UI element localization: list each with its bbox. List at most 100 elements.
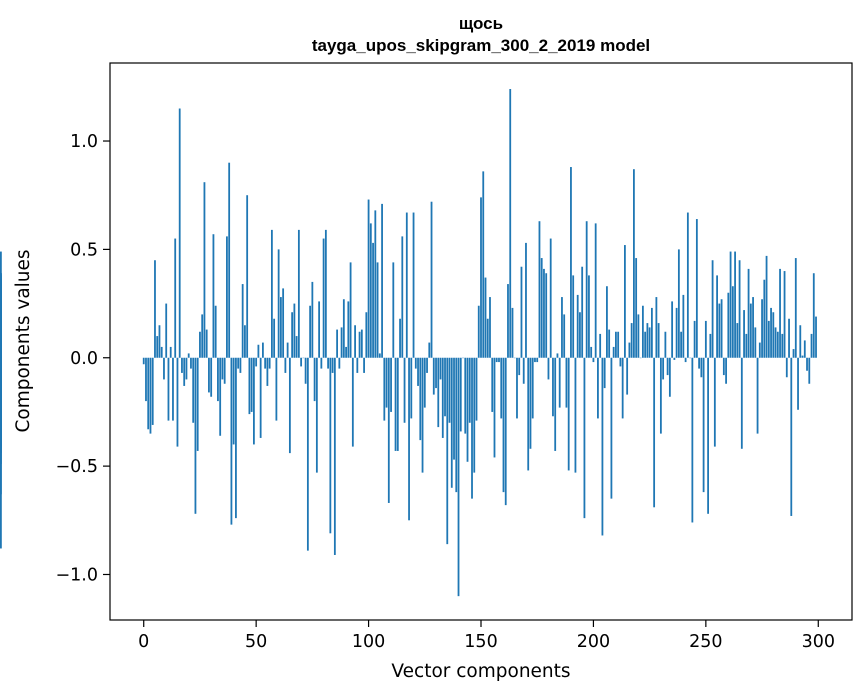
x-axis-ticks: 0 50 100 150 200 250 300 — [138, 620, 835, 652]
bar-21 — [190, 357, 192, 369]
bar-45 — [244, 325, 246, 358]
bar-146 — [471, 357, 473, 499]
bar-192 — [574, 357, 577, 473]
bar-38 — [228, 162, 231, 358]
y-axis-label: Components values — [13, 249, 34, 432]
bar-119 — [410, 357, 413, 419]
bar-102 — [372, 242, 374, 358]
bar-181 — [549, 238, 552, 358]
bar-140 — [457, 357, 460, 597]
bar-291 — [797, 357, 799, 410]
bar-131 — [437, 357, 440, 428]
bar-87 — [338, 357, 341, 369]
bar-274 — [758, 342, 761, 358]
bar-43 — [239, 357, 242, 373]
bar-263 — [734, 251, 736, 358]
bar-225 — [648, 327, 651, 358]
bar-252 — [709, 333, 712, 358]
bar-83 — [329, 357, 332, 534]
bar-34 — [219, 357, 222, 436]
bar-114 — [399, 318, 401, 358]
bar-112 — [394, 357, 397, 451]
bar-172 — [529, 357, 532, 449]
bar-273 — [756, 357, 759, 434]
bar-136 — [448, 357, 451, 423]
bar-86 — [336, 329, 338, 358]
bar-256 — [718, 303, 721, 358]
bar-97 — [360, 329, 363, 358]
bar-292 — [799, 325, 802, 358]
bar-195 — [581, 266, 584, 358]
bar-198 — [588, 275, 590, 358]
bar-157 — [495, 357, 498, 363]
bar-undefined — [0, 357, 2, 549]
bar-59 — [275, 357, 278, 421]
bar-220 — [637, 314, 640, 358]
bar-151 — [482, 171, 485, 358]
bar-288 — [790, 357, 793, 516]
bar-127 — [428, 342, 431, 358]
bar-96 — [358, 331, 361, 358]
bar-222 — [641, 305, 644, 358]
bar-81 — [324, 229, 327, 358]
bar-124 — [421, 357, 424, 473]
bar-268 — [745, 333, 748, 358]
bar-234 — [668, 357, 671, 397]
bar-178 — [543, 268, 545, 358]
bar-3 — [149, 357, 152, 434]
bar-259 — [725, 357, 727, 384]
plot-frame — [109, 62, 853, 621]
y-axis-ticks: −1.0 −0.5 0.0 0.5 1.0 — [56, 132, 110, 585]
bar-18 — [183, 357, 186, 386]
bar-279 — [770, 307, 772, 358]
bars — [0, 89, 817, 597]
bar-129 — [432, 357, 435, 395]
bar-182 — [552, 357, 554, 417]
bar-162 — [507, 284, 509, 358]
bar-174 — [534, 357, 536, 363]
bar-64 — [286, 342, 289, 358]
chart-title: щось — [459, 14, 503, 33]
chart-subtitle: tayga_upos_skipgram_300_2_2019 model — [312, 36, 650, 55]
bar-46 — [246, 195, 249, 358]
bar-91 — [347, 301, 350, 358]
bar-280 — [772, 312, 775, 358]
bar-8 — [160, 346, 163, 358]
bar-22 — [192, 357, 195, 423]
bar-14 — [174, 238, 177, 358]
x-tick-label: 100 — [352, 632, 385, 652]
bar-23 — [194, 357, 197, 514]
bar-262 — [731, 286, 734, 358]
bar-215 — [626, 357, 629, 395]
bar-1 — [145, 357, 147, 402]
bar-223 — [644, 331, 647, 358]
bar-37 — [226, 236, 228, 358]
bar-134 — [444, 357, 446, 417]
bar-190 — [570, 167, 572, 358]
bar-98 — [363, 357, 365, 373]
bar-230 — [659, 357, 662, 434]
x-tick-label: 150 — [464, 632, 497, 652]
bar-104 — [376, 262, 379, 358]
bar-39 — [230, 357, 233, 525]
bar-154 — [489, 297, 491, 358]
bar-48 — [250, 357, 253, 412]
bar-62 — [282, 288, 285, 358]
bar-227 — [653, 357, 656, 508]
bar-113 — [396, 357, 399, 451]
bar-31 — [212, 234, 215, 358]
bar-244 — [691, 357, 694, 523]
bar-249 — [702, 357, 705, 493]
bar-298 — [812, 273, 815, 358]
bar-117 — [405, 212, 408, 358]
bar-209 — [612, 346, 615, 358]
bar-204 — [601, 357, 604, 536]
bar-296 — [808, 357, 811, 384]
bar-33 — [217, 357, 219, 402]
bar-226 — [650, 307, 653, 358]
bar-122 — [417, 357, 419, 386]
bar-106 — [381, 203, 383, 358]
bar-197 — [585, 221, 588, 358]
bar-144 — [466, 357, 469, 462]
